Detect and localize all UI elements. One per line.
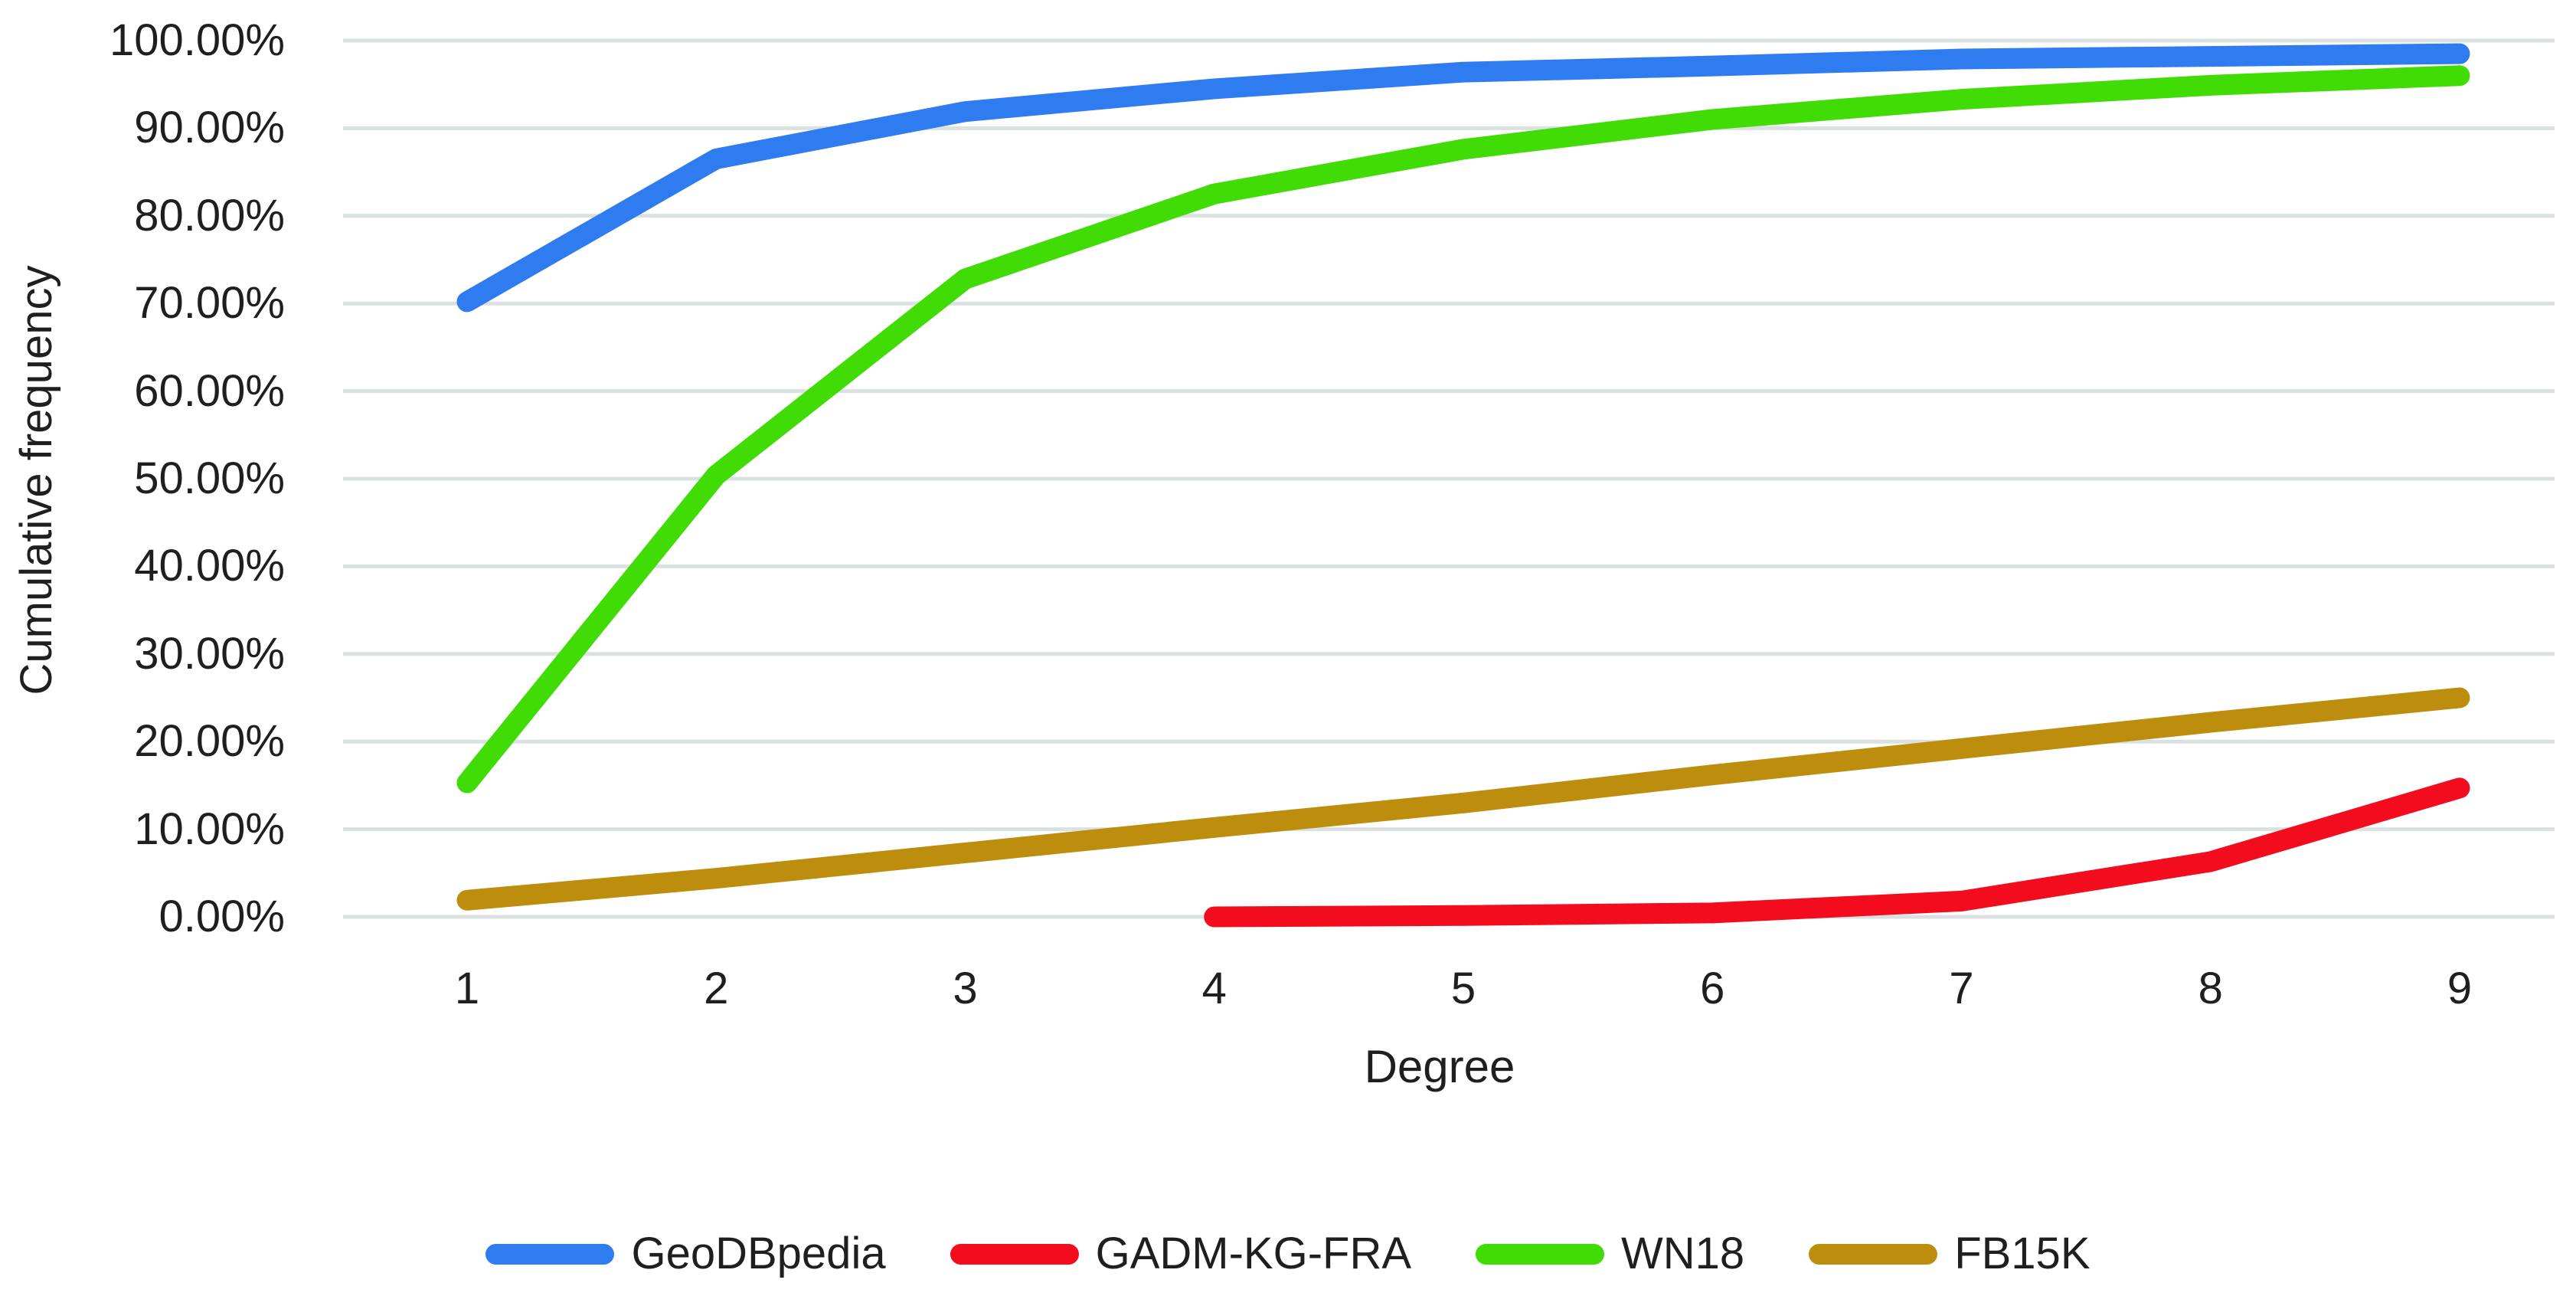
y-tick-label: 70.00% (134, 278, 285, 329)
chart-legend: GeoDBpedia GADM-KG-FRA WN18 FB15K (0, 1227, 2576, 1281)
legend-item-geodbpedia: GeoDBpedia (485, 1227, 886, 1281)
legend-item-fb15k: FB15K (1809, 1227, 2091, 1281)
x-tick-label: 6 (1700, 964, 1725, 1013)
y-tick-label: 20.00% (134, 716, 285, 767)
x-tick-label: 1 (454, 964, 480, 1013)
legend-label: FB15K (1954, 1229, 2091, 1278)
y-tick-label: 60.00% (134, 365, 285, 416)
y-tick-label: 0.00% (159, 892, 285, 941)
series-line-wn18 (456, 65, 2470, 794)
series-line-gadm-kg-fra (1204, 777, 2470, 928)
x-tick-label: 9 (2447, 964, 2473, 1013)
y-tick-label: 90.00% (134, 103, 285, 153)
y-tick-label: 100.00% (110, 15, 285, 65)
x-tick-label: 3 (953, 964, 978, 1013)
legend-label: WN18 (1621, 1229, 1745, 1278)
x-tick-label: 2 (704, 964, 729, 1013)
x-axis-title: Degree (1364, 1041, 1515, 1092)
y-tick-label: 10.00% (134, 803, 285, 854)
series-line-geodbpedia (456, 43, 2470, 313)
x-tick-label: 5 (1450, 964, 1476, 1013)
y-tick-label: 80.00% (134, 190, 285, 241)
x-tick-label: 7 (1949, 964, 1974, 1013)
series-line-fb15k (456, 687, 2470, 911)
legend-item-gadm-kg-fra: GADM-KG-FRA (950, 1227, 1411, 1281)
x-tick-label: 8 (2198, 964, 2223, 1013)
y-tick-label: 30.00% (134, 628, 285, 679)
y-axis-title: Cumulative frequency (11, 265, 61, 695)
legend-label: GeoDBpedia (631, 1229, 886, 1278)
y-tick-label: 40.00% (134, 541, 285, 591)
legend-swatch (485, 1243, 615, 1265)
legend-swatch (950, 1243, 1079, 1265)
legend-swatch (1476, 1243, 1605, 1265)
y-tick-label: 50.00% (134, 453, 285, 503)
x-tick-label: 4 (1201, 964, 1227, 1013)
legend-swatch (1809, 1243, 1938, 1265)
legend-item-wn18: WN18 (1476, 1227, 1744, 1281)
legend-label: GADM-KG-FRA (1095, 1229, 1412, 1278)
